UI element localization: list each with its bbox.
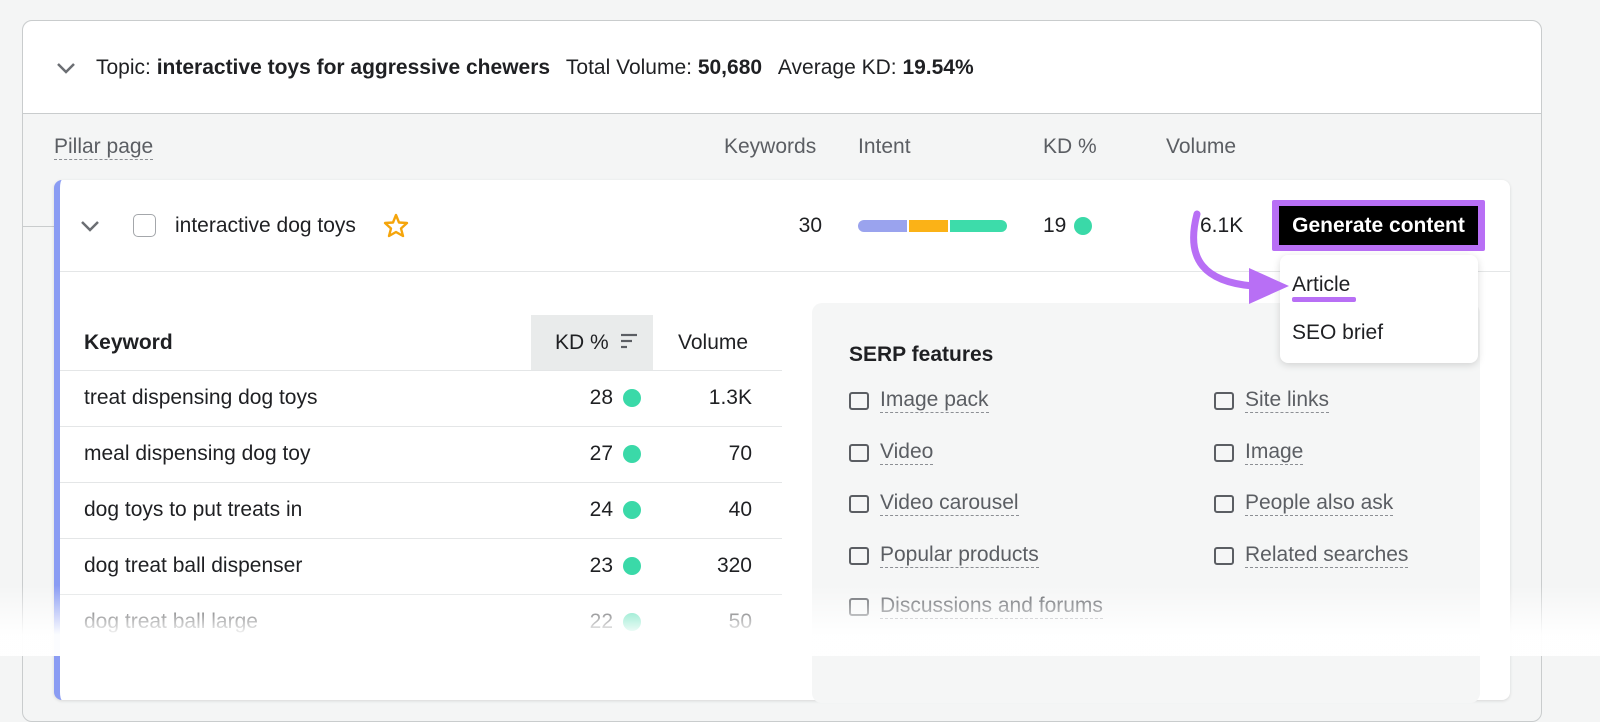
serp-feature[interactable]: Video carousel	[880, 491, 1019, 516]
volume-header: Volume	[1166, 135, 1237, 158]
keyword-kd: 23	[589, 554, 613, 577]
keyword[interactable]: dog toys to put treats in	[84, 498, 303, 521]
topic-line: Topic: interactive toys for aggressive c…	[96, 56, 974, 80]
expand-chevron[interactable]	[80, 218, 100, 234]
average-kd: 19.54%	[902, 56, 974, 79]
sorted-column	[531, 315, 653, 371]
keyword[interactable]: treat dispensing dog toys	[84, 386, 318, 409]
topic-label: Topic:	[96, 56, 151, 79]
kd-dot	[623, 389, 641, 407]
row-divider	[60, 370, 782, 371]
serp-title: SERP features	[849, 343, 994, 366]
kd-header: KD %	[1043, 135, 1097, 158]
kd-dot	[623, 557, 641, 575]
pillar-kd: 19	[1043, 214, 1067, 237]
table-header[interactable]: Volume	[678, 331, 749, 354]
serp-icon	[1214, 443, 1234, 462]
keyword-volume: 70	[728, 442, 752, 465]
kd-dot	[623, 445, 641, 463]
serp-feature[interactable]: Site links	[1245, 388, 1330, 413]
pillar-volume: 6.1K	[1200, 214, 1244, 237]
menu-item[interactable]: Article	[1292, 273, 1351, 296]
keyword[interactable]: meal dispensing dog toy	[84, 442, 311, 465]
divider	[60, 271, 1510, 272]
collapse-chevron[interactable]	[56, 60, 76, 76]
kd-dot	[1074, 217, 1092, 235]
keyword-volume: 320	[716, 554, 752, 577]
arrow-annotation	[1190, 210, 1289, 304]
serp-icon	[849, 495, 869, 513]
average-kd-label: Average KD:	[777, 56, 897, 79]
row-divider	[60, 482, 782, 483]
topic-name: interactive toys for aggressive chewers	[156, 56, 551, 79]
keyword-kd: 28	[589, 386, 613, 409]
keyword-volume: 1.3K	[708, 386, 752, 409]
pillar-keywords: 30	[798, 214, 822, 237]
keyword-volume: 40	[728, 498, 752, 521]
intent-bar	[858, 220, 1007, 232]
table-header[interactable]: KD %	[555, 331, 609, 354]
serp-feature[interactable]: Popular products	[880, 542, 1039, 568]
keywords-header: Keywords	[724, 135, 817, 158]
intent-header: Intent	[858, 135, 911, 158]
serp-icon	[1214, 546, 1234, 565]
keyword[interactable]: dog treat ball dispenser	[84, 554, 303, 577]
page: Topic: interactive toys for aggressive c…	[0, 20, 1600, 722]
serp-icon	[849, 546, 869, 565]
fade-overlay	[0, 585, 1600, 656]
sort-icon[interactable]	[620, 333, 638, 349]
generate-content-button[interactable]: Generate content	[1279, 206, 1478, 245]
kd-dot	[623, 501, 641, 519]
serp-icon	[849, 392, 869, 410]
serp-feature[interactable]: Image	[1245, 439, 1304, 465]
pillar-name[interactable]: interactive dog toys	[175, 214, 356, 237]
serp-feature[interactable]: Video	[880, 439, 934, 465]
keyword-kd: 24	[589, 498, 613, 521]
star-icon[interactable]	[383, 213, 409, 238]
topic-bar	[23, 21, 1541, 114]
serp-feature[interactable]: Image pack	[880, 388, 989, 413]
total-volume-label: Total Volume:	[565, 56, 692, 79]
serp-feature[interactable]: Related searches	[1245, 542, 1409, 568]
keyword-kd: 27	[589, 442, 613, 465]
serp-icon	[1214, 392, 1234, 410]
dropdown-menu	[1280, 255, 1478, 363]
total-volume: 50,680	[697, 56, 763, 79]
divider	[23, 226, 54, 227]
underline-highlight	[1292, 297, 1356, 302]
menu-item[interactable]: SEO brief	[1292, 321, 1384, 344]
serp-icon	[849, 443, 869, 462]
table-header: Keyword	[84, 331, 173, 354]
pillar-page-header[interactable]: Pillar page	[54, 135, 154, 160]
serp-feature[interactable]: People also ask	[1245, 491, 1394, 516]
checkbox[interactable]	[133, 214, 156, 237]
row-divider	[60, 426, 782, 427]
row-divider	[60, 538, 782, 539]
serp-icon	[1214, 495, 1234, 513]
